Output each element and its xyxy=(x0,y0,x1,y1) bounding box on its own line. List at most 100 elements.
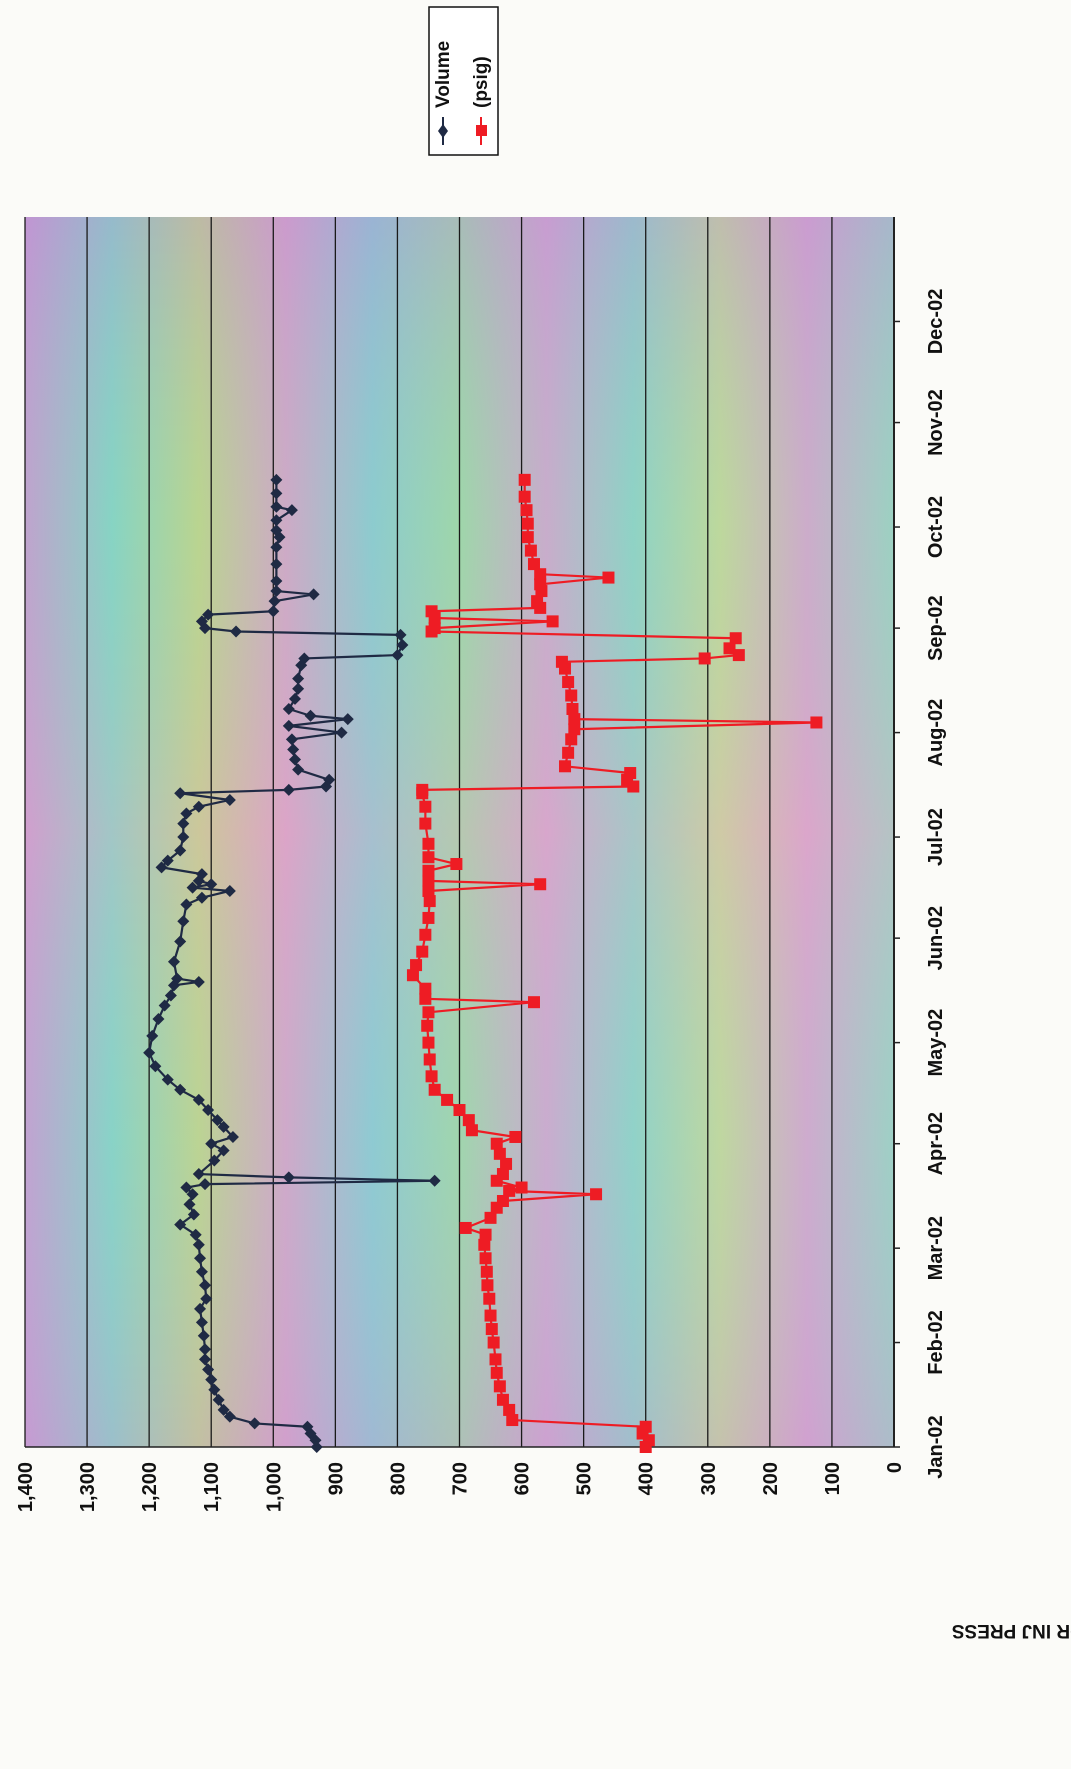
data-point-square xyxy=(479,1252,492,1265)
data-point-square xyxy=(406,969,419,982)
data-point-diamond xyxy=(223,793,236,806)
data-point-square xyxy=(562,746,575,759)
data-point-diamond xyxy=(192,1238,205,1251)
data-point-square xyxy=(410,959,423,972)
x-tick-label-dec-02: Dec-02 xyxy=(925,289,947,355)
data-point-diamond xyxy=(335,726,348,739)
data-point-diamond xyxy=(183,1198,196,1211)
data-point-square xyxy=(590,1188,603,1201)
data-point-diamond xyxy=(282,703,295,715)
data-point-diamond xyxy=(396,638,409,651)
data-point-diamond xyxy=(158,999,171,1012)
data-point-diamond xyxy=(287,743,300,756)
y-tick-label-1-200: 1,200 xyxy=(139,1462,161,1512)
data-point-diamond xyxy=(285,733,298,746)
data-point-diamond xyxy=(177,817,190,830)
x-axis-ticks: Jan-02 Feb-02 Mar-02 Apr-02 May-02 Jun-02 Jul-… xyxy=(894,289,947,1479)
data-point-diamond xyxy=(177,831,190,844)
data-point-diamond xyxy=(282,1171,295,1184)
data-point-diamond xyxy=(212,1393,225,1406)
data-point-diamond xyxy=(174,1083,187,1096)
data-point-square xyxy=(562,676,575,689)
data-point-square xyxy=(521,517,534,530)
data-point-square xyxy=(732,649,745,662)
data-point-square xyxy=(422,837,435,850)
data-point-diamond xyxy=(199,1178,212,1191)
data-point-square xyxy=(527,558,540,571)
data-point-square xyxy=(490,1366,503,1379)
data-point-square xyxy=(490,1137,503,1150)
data-point-square xyxy=(500,1157,513,1170)
data-point-square xyxy=(419,992,432,1005)
data-point-square xyxy=(423,1053,436,1066)
data-point-diamond xyxy=(394,628,407,641)
x-tick-label-oct-02: Oct-02 xyxy=(925,496,947,558)
data-point-diamond xyxy=(152,1013,165,1026)
data-point-diamond xyxy=(428,1174,441,1187)
data-point-diamond xyxy=(195,868,208,881)
data-point-square xyxy=(484,1309,497,1322)
data-point-diamond xyxy=(199,1343,212,1356)
data-point-diamond xyxy=(301,1420,314,1433)
data-point-diamond xyxy=(270,541,283,554)
x-tick-label-sep-02: Sep-02 xyxy=(925,595,947,661)
data-point-square xyxy=(624,767,637,780)
data-point-square xyxy=(459,1221,472,1234)
data-point-diamond xyxy=(180,1181,193,1194)
y-tick-label-300: 300 xyxy=(698,1462,720,1495)
data-point-diamond xyxy=(323,773,336,786)
data-point-diamond xyxy=(292,682,305,695)
data-point-diamond xyxy=(199,1279,212,1292)
data-point-diamond xyxy=(282,783,295,796)
legend-label-psig: (psig) xyxy=(471,56,492,108)
series-volume xyxy=(143,473,441,1453)
data-point-diamond xyxy=(174,844,187,857)
y-tick-label-100: 100 xyxy=(822,1462,844,1495)
data-point-diamond xyxy=(186,1188,199,1201)
data-point-diamond xyxy=(270,524,283,537)
data-point-diamond xyxy=(155,861,168,874)
series-psig xyxy=(406,473,823,1453)
data-point-diamond xyxy=(164,989,177,1002)
data-point-square xyxy=(422,911,435,924)
data-point-square xyxy=(496,1393,509,1406)
data-point-diamond xyxy=(289,753,302,766)
data-point-diamond xyxy=(205,1137,218,1150)
x-tick-label-aug-02: Aug-02 xyxy=(925,699,947,767)
data-point-square xyxy=(484,1211,497,1224)
data-point-diamond xyxy=(192,800,205,813)
data-point-diamond xyxy=(268,595,281,608)
data-point-diamond xyxy=(217,1144,230,1157)
data-point-diamond xyxy=(217,1120,230,1133)
data-point-square xyxy=(450,858,463,871)
data-point-square xyxy=(602,571,615,584)
data-point-square xyxy=(441,1093,454,1106)
data-point-diamond xyxy=(391,649,404,662)
data-point-square xyxy=(489,1353,502,1366)
legend: Volume (psig) xyxy=(428,6,499,156)
data-point-diamond xyxy=(270,473,283,486)
data-point-diamond xyxy=(195,891,208,904)
y-tick-label-1-100: 1,100 xyxy=(201,1462,223,1512)
data-point-diamond xyxy=(161,1073,174,1086)
legend-square-icon xyxy=(476,125,487,136)
data-point-square xyxy=(416,945,429,958)
data-point-square xyxy=(453,1104,466,1117)
data-point-diamond xyxy=(194,1252,207,1265)
data-point-square xyxy=(568,713,581,726)
x-tick-label-may-02: May-02 xyxy=(925,1009,947,1077)
data-point-square xyxy=(503,1403,516,1416)
data-point-diamond xyxy=(143,1046,156,1059)
data-point-diamond xyxy=(195,1265,208,1278)
data-point-diamond xyxy=(208,1383,221,1396)
data-point-diamond xyxy=(199,1353,212,1366)
y-tick-label-900: 900 xyxy=(325,1462,347,1495)
data-point-diamond xyxy=(208,1154,221,1167)
data-point-diamond xyxy=(270,574,283,587)
data-point-square xyxy=(422,874,435,887)
data-point-square xyxy=(496,1195,509,1207)
data-point-square xyxy=(546,615,559,628)
data-point-diamond xyxy=(282,719,295,732)
data-point-square xyxy=(503,1184,516,1197)
data-point-diamond xyxy=(267,605,280,618)
